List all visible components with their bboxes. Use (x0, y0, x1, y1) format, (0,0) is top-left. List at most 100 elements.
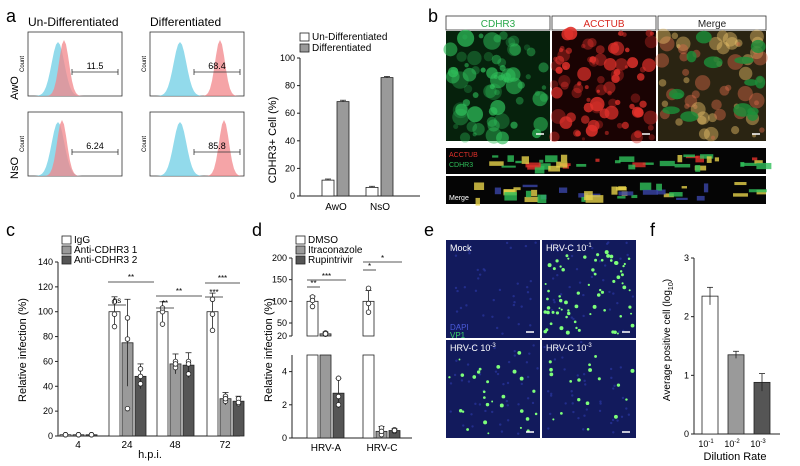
cdhr3-signal (509, 43, 522, 56)
y-tick-label: 0 (48, 431, 53, 441)
section-signal (585, 195, 604, 203)
dapi-signal (512, 303, 516, 307)
dapi-signal (498, 288, 502, 292)
merge-signal (711, 99, 722, 110)
dapi-signal (571, 394, 574, 397)
merge-signal (719, 85, 730, 96)
dapi-signal (582, 293, 585, 297)
section-signal (548, 165, 561, 172)
acctub-signal (583, 102, 594, 113)
section-label-cdhr3: CDHR3 (449, 162, 473, 169)
vp1-signal (546, 306, 551, 310)
histogram-gate-value: 85.8 (208, 141, 226, 151)
vp1-signal (567, 257, 570, 260)
merge-signal (683, 77, 690, 84)
dapi-signal (507, 360, 511, 364)
dapi-signal (583, 379, 586, 383)
dapi-signal (524, 244, 528, 248)
vp1-signal (512, 369, 517, 374)
significance-label: *** (218, 274, 227, 283)
y-tick-label: 80 (285, 81, 295, 91)
acctub-signal (580, 115, 590, 124)
significance-label: * (381, 254, 384, 263)
y-tick-label: 120 (38, 282, 53, 292)
data-point (378, 428, 385, 435)
cdhr3-signal (539, 93, 549, 102)
dapi-signal (528, 352, 531, 355)
merge-signal (725, 84, 732, 91)
cdhr3-signal (472, 132, 477, 137)
tile-label: HRV-C 10-3 (546, 343, 592, 353)
fluorescence-tile (446, 340, 540, 438)
y-tick-label: 1 (684, 370, 689, 380)
bar (362, 354, 375, 439)
section-top (446, 148, 766, 174)
header-acctub: ACCTUB (583, 19, 624, 30)
dapi-signal (553, 358, 557, 361)
cdhr3-signal (467, 50, 482, 66)
dapi-signal (599, 400, 602, 403)
vp1-signal (585, 401, 590, 406)
significance-label: *** (322, 272, 331, 281)
merge-cell (734, 56, 754, 64)
significance-label: ns (113, 296, 121, 305)
histogram-gate-value: 11.5 (87, 61, 104, 71)
data-point (335, 375, 342, 381)
vp1-signal (491, 400, 494, 403)
stain-label-vp1: VP1 (450, 331, 466, 340)
vp1-signal (613, 330, 617, 335)
image-merge (658, 31, 766, 141)
vp1-signal (594, 354, 597, 358)
vp1-signal (552, 267, 556, 271)
vp1-signal (569, 380, 573, 383)
section-signal (595, 158, 600, 162)
vp1-signal (583, 255, 587, 259)
y-tick-label: 20 (277, 331, 287, 341)
x-tick-label: NsO (370, 202, 390, 213)
dapi-signal (556, 273, 559, 277)
section-signal (734, 182, 747, 186)
section-signal (494, 187, 501, 195)
merge-signal (678, 44, 689, 55)
data-point (111, 311, 118, 317)
dapi-signal (631, 295, 635, 298)
legend-label: IgG (74, 235, 90, 246)
vp1-signal (546, 310, 550, 315)
merge-signal (737, 86, 753, 102)
merge-signal (754, 100, 759, 106)
vp1-signal (573, 320, 577, 324)
dapi-signal (505, 399, 509, 403)
chart-d-ylabel: Relative infection (%) (263, 298, 275, 402)
vp1-signal (460, 373, 465, 377)
dapi-signal (456, 289, 459, 293)
merge-signal (676, 44, 681, 49)
data-point (111, 299, 118, 305)
data-point (137, 381, 144, 387)
data-point (137, 366, 144, 372)
tile-label-exponent: -3 (586, 343, 592, 349)
section-signal (663, 193, 674, 198)
vp1-signal (499, 403, 504, 408)
bar (365, 186, 379, 197)
dapi-signal (570, 316, 573, 319)
histogram-frame (27, 111, 123, 177)
vp1-signal (483, 420, 488, 425)
vp1-signal (575, 326, 578, 330)
dapi-signal (610, 376, 613, 380)
cdhr3-signal (491, 54, 502, 65)
section-bottom (446, 176, 766, 204)
vp1-signal (604, 250, 609, 255)
header-acctub-box (551, 15, 657, 31)
chart-f-ylabel-sub: 10 (668, 282, 675, 290)
section-signal (538, 163, 551, 170)
section-signal (706, 156, 712, 163)
dapi-signal (462, 424, 465, 427)
cdhr3-signal (517, 81, 525, 89)
merge-signal (716, 30, 729, 42)
y-tick-label: 3 (684, 253, 689, 263)
data-point (309, 303, 316, 310)
acctub-signal (608, 98, 618, 108)
vp1-signal (600, 258, 604, 262)
panel-label-b: b (428, 6, 438, 26)
cdhr3-signal (490, 71, 507, 89)
